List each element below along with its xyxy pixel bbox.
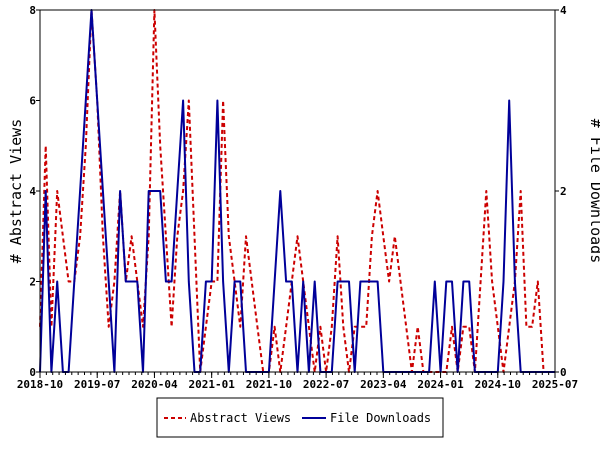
series-line-abstract-views — [39, 9, 555, 373]
x-tick-label: 2025-07 — [532, 378, 578, 391]
y-left-tick-label: 2 — [29, 276, 36, 289]
x-tick-label: 2022-07 — [303, 378, 349, 391]
axis-ticks: 2018-10 2019-07 2020-04 2021-01 2021-10 2022-… — [17, 4, 578, 391]
y-left-tick-label: 0 — [29, 366, 36, 379]
legend-label-file-downloads: File Downloads — [330, 411, 431, 425]
x-tick-label: 2023-04 — [360, 378, 407, 391]
plot-lines — [39, 9, 555, 373]
y-left-tick-label: 6 — [29, 95, 36, 108]
x-tick-label: 2020-04 — [131, 378, 178, 391]
y-axis-left-title: # Abstract Views — [7, 119, 25, 264]
y-left-tick-label: 4 — [29, 185, 36, 198]
legend-box — [156, 397, 444, 438]
y-axis-right-title: # File Downloads — [587, 119, 600, 264]
y-right-tick-label: 4 — [560, 4, 567, 17]
y-right-tick-label: 2 — [560, 185, 567, 198]
y-right-tick-label: 0 — [560, 366, 567, 379]
x-tick-label: 2019-07 — [74, 378, 120, 391]
x-tick-label: 2024-01 — [417, 378, 464, 391]
legend-label-abstract-views: Abstract Views — [190, 411, 291, 425]
legend: Abstract Views File Downloads — [156, 397, 444, 438]
x-tick-label: 2018-10 — [17, 378, 63, 391]
x-tick-label: 2021-01 — [188, 378, 235, 391]
x-tick-label: 2024-10 — [475, 378, 521, 391]
y-left-tick-label: 8 — [29, 4, 36, 17]
x-tick-label: 2021-10 — [246, 378, 292, 391]
